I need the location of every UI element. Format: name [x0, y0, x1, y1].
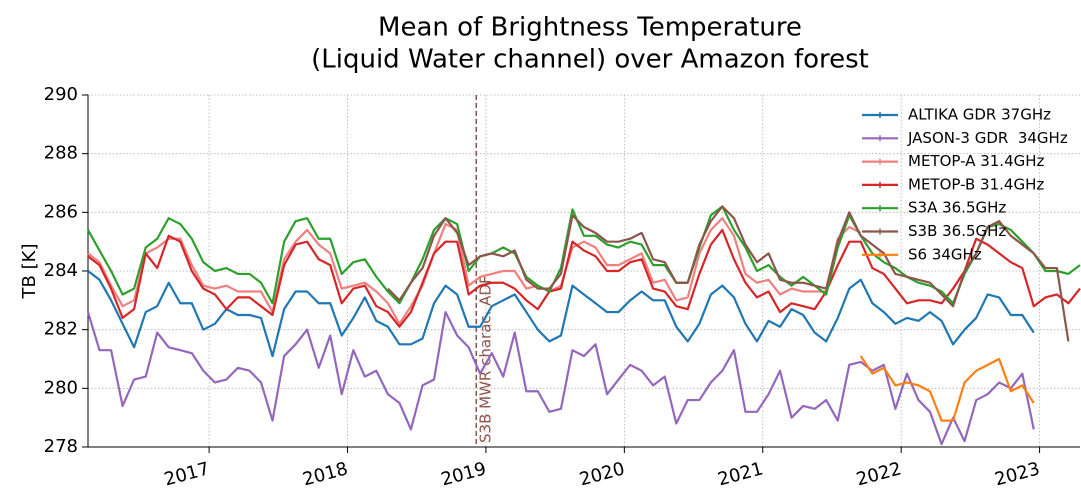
legend-label: JASON-3 GDR 34GHz [907, 129, 1068, 147]
y-tick-label: 288 [44, 143, 78, 164]
series-line [87, 205, 1081, 305]
legend-label: ALTIKA GDR 37GHz [908, 106, 1051, 124]
y-tick-label: 286 [44, 201, 78, 222]
x-tick-label: 2020 [577, 458, 627, 490]
legend-label: S3B 36.5GHz [908, 222, 1006, 240]
legend-marker [877, 181, 883, 188]
y-tick-label: 280 [44, 377, 78, 398]
legend-label: S3A 36.5GHz [908, 199, 1006, 217]
y-tick-label: 278 [44, 436, 78, 457]
annotation-label: S3B MWR charac. ADF [477, 275, 495, 443]
x-tick-label: 2018 [300, 458, 350, 490]
chart-title: (Liquid Water channel) over Amazon fores… [311, 45, 869, 75]
legend-marker [877, 158, 883, 165]
chart-title: Mean of Brightness Temperature [378, 13, 802, 43]
y-tick-label: 284 [44, 260, 78, 281]
series-line [86, 310, 1035, 446]
legend-marker [877, 228, 883, 235]
y-tick-label: 282 [44, 319, 78, 340]
y-tick-label: 290 [44, 84, 78, 105]
legend-label: S6 34GHz [908, 245, 982, 263]
x-tick-label: 2023 [992, 458, 1042, 490]
series-line [387, 205, 1070, 342]
series-line [87, 217, 862, 325]
x-tick-label: 2019 [439, 458, 489, 490]
x-tick-label: 2017 [162, 458, 212, 490]
legend-label: METOP-A 31.4GHz [908, 152, 1045, 170]
x-tick-label: 2022 [854, 458, 904, 490]
series-line [859, 355, 1035, 422]
series-line [87, 228, 1081, 328]
x-tick-label: 2021 [716, 458, 766, 490]
legend-marker [877, 251, 883, 258]
legend-marker [877, 112, 883, 118]
series-line [87, 270, 1035, 358]
legend-label: METOP-B 31.4GHz [908, 175, 1044, 193]
y-axis-label: TB [K] [19, 244, 40, 300]
legend-marker [877, 135, 883, 142]
legend-marker [877, 205, 883, 212]
